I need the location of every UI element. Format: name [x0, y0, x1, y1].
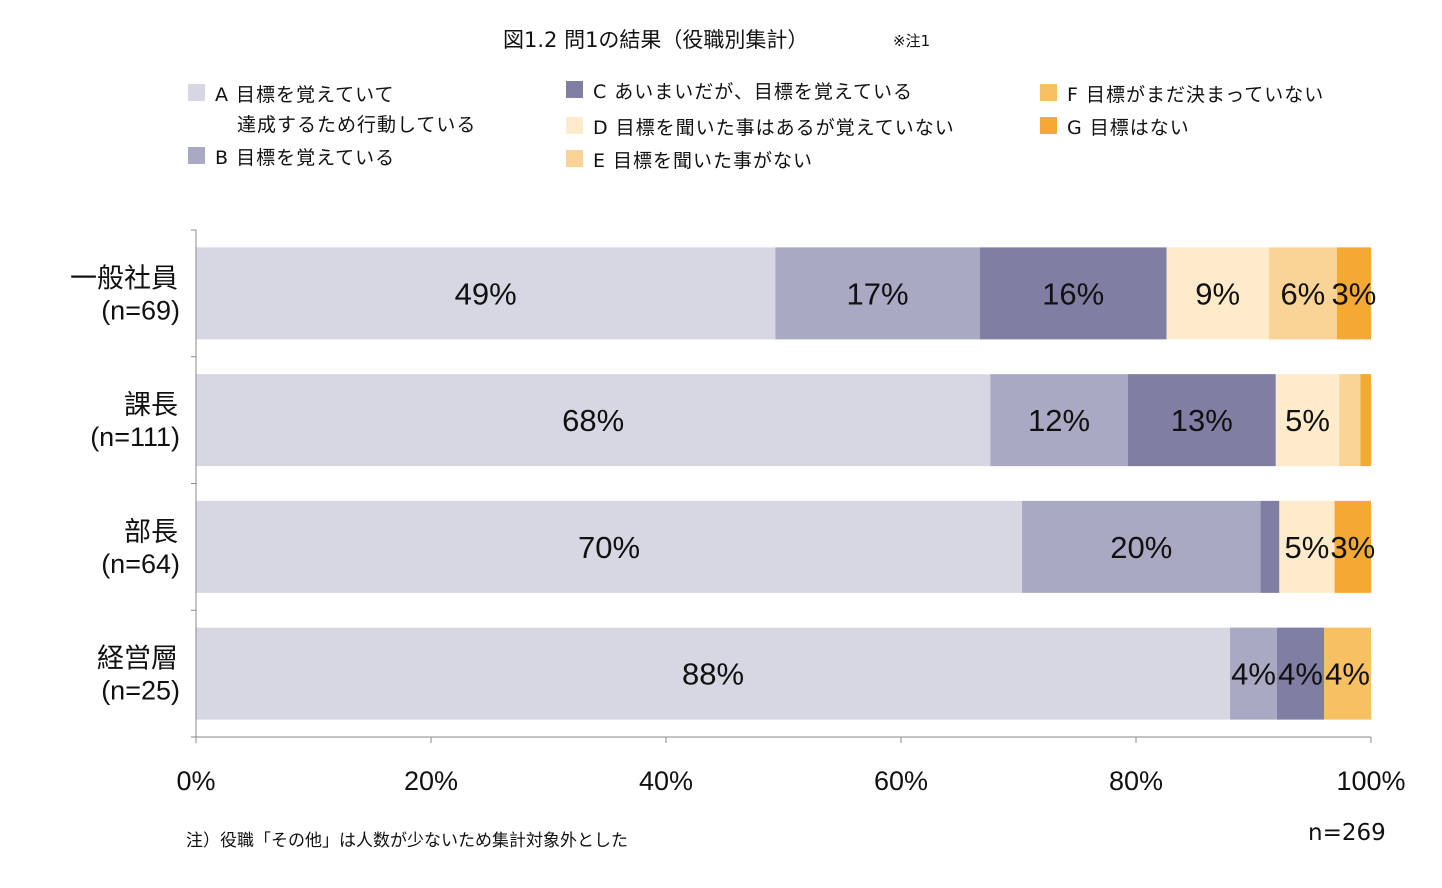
data-label: 13% [1171, 403, 1233, 438]
x-tick-label: 20% [404, 766, 458, 796]
data-label: 5% [1285, 403, 1330, 438]
data-label: 68% [562, 403, 624, 438]
data-label: 12% [1028, 403, 1090, 438]
legend-swatch [566, 81, 583, 98]
legend-item-d: D 目標を聞いた事はあるが覚えていない [566, 113, 955, 140]
legend-swatch [566, 150, 583, 167]
legend-label: D 目標を聞いた事はあるが覚えていない [593, 117, 955, 139]
legend-swatch [188, 84, 205, 101]
bar-segment [1166, 247, 1269, 340]
legend-label: C あいまいだが、目標を覚えている [593, 81, 913, 103]
bar-segment [1279, 500, 1335, 593]
x-tick-label: 100% [1336, 766, 1405, 796]
x-tick-label: 0% [176, 766, 215, 796]
title-note: ※注1 [893, 32, 931, 50]
bar-segment [1360, 374, 1371, 467]
bar-segment [1230, 627, 1277, 720]
bar-segment [1324, 627, 1371, 720]
data-label: 4% [1231, 657, 1276, 692]
bar-segment [775, 247, 980, 340]
bar-segment [1127, 374, 1276, 467]
bar-segment [196, 374, 991, 467]
legend-item-b: B 目標を覚えている [188, 143, 395, 170]
bar-segment [196, 247, 776, 340]
category-label: 部長 [124, 517, 178, 547]
chart-title: 図1.2 問1の結果（役職別集計） [503, 28, 809, 52]
bar-segment [196, 627, 1230, 720]
data-label: 70% [578, 530, 640, 565]
data-label: 17% [846, 276, 908, 311]
legend-item-f: F 目標がまだ決まっていない [1040, 80, 1324, 107]
bar-segment [196, 500, 1023, 593]
data-label: 4% [1278, 657, 1323, 692]
legend-label: E 目標を聞いた事がない [593, 150, 814, 172]
category-label: 経営層 [97, 644, 178, 674]
legend-swatch [566, 117, 583, 134]
footnote: 注）役職「その他」は人数が少ないため集計対象外とした [186, 831, 628, 851]
data-label: 4% [1325, 657, 1370, 692]
bar-segment [1277, 627, 1324, 720]
bar-segment [1268, 247, 1337, 340]
data-label: 16% [1042, 276, 1104, 311]
bar-segment [1022, 500, 1261, 593]
bar-segment [1334, 500, 1371, 593]
legend-label: G 目標はない [1067, 117, 1190, 139]
data-label: 5% [1285, 530, 1330, 565]
total-n: n=269 [1308, 820, 1386, 846]
legend-item-e: E 目標を聞いた事がない [566, 146, 813, 173]
data-label: 3% [1330, 530, 1375, 565]
legend-swatch [188, 147, 205, 164]
category-label: 一般社員 [70, 263, 178, 293]
bar-segment [1339, 374, 1361, 467]
category-n-label: (n=25) [101, 676, 180, 706]
data-label: 6% [1280, 276, 1325, 311]
bar-segment [990, 374, 1128, 467]
bar-segment [1275, 374, 1340, 467]
legend-swatch [1040, 84, 1057, 101]
data-label: 49% [455, 276, 517, 311]
legend-item-g: G 目標はない [1040, 113, 1190, 140]
legend-swatch [1040, 117, 1057, 134]
bar-segment [1336, 247, 1371, 340]
legend-label: B 目標を覚えている [215, 147, 396, 169]
x-tick-label: 40% [639, 766, 693, 796]
category-n-label: (n=69) [101, 295, 180, 325]
x-tick-label: 80% [1109, 766, 1163, 796]
legend-label: A 目標を覚えていて [215, 84, 395, 106]
category-n-label: (n=64) [101, 549, 180, 579]
category-n-label: (n=111) [90, 422, 180, 452]
x-tick-label: 60% [874, 766, 928, 796]
data-label: 9% [1195, 276, 1240, 311]
legend-item-a: A 目標を覚えていて 達成するため行動している [188, 80, 476, 137]
legend-label: F 目標がまだ決まっていない [1067, 84, 1325, 106]
data-label: 88% [682, 657, 744, 692]
data-label: 20% [1110, 530, 1172, 565]
bar-segment [1260, 500, 1280, 593]
bar-segment [979, 247, 1167, 340]
category-label: 課長 [124, 390, 178, 420]
data-label: 3% [1332, 276, 1377, 311]
legend-label: 達成するため行動している [237, 114, 477, 136]
legend-item-c: C あいまいだが、目標を覚えている [566, 77, 913, 104]
